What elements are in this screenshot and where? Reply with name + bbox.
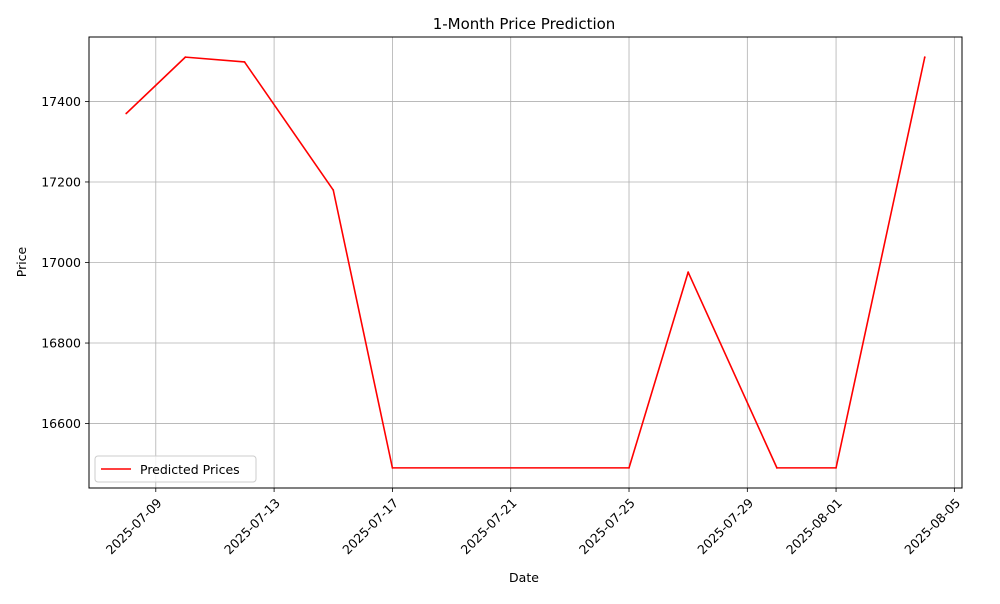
x-tick-label: 2025-07-21 xyxy=(458,495,520,557)
y-axis-label: Price xyxy=(14,246,29,277)
data-point xyxy=(776,466,778,469)
series-layer xyxy=(125,56,926,469)
data-point xyxy=(628,466,630,469)
y-tick-label: 16800 xyxy=(41,336,81,351)
data-point xyxy=(332,189,335,191)
y-axis: 16600 16800 17000 17200 17400 xyxy=(41,94,89,431)
legend-box xyxy=(94,455,257,483)
x-tick-label: 2025-08-05 xyxy=(901,495,963,557)
x-axis-label: Date xyxy=(509,570,539,585)
y-tick-label: 17000 xyxy=(41,255,81,270)
y-tick-label: 17400 xyxy=(41,94,81,109)
x-tick-label: 2025-07-13 xyxy=(221,495,283,557)
legend-label: Predicted Prices xyxy=(140,462,240,477)
x-tick-label: 2025-07-29 xyxy=(694,495,756,557)
x-tick-label: 2025-07-25 xyxy=(576,495,638,557)
y-tick-label: 17200 xyxy=(41,174,81,189)
data-point xyxy=(184,56,187,59)
x-tick-label: 2025-08-01 xyxy=(783,495,845,557)
legend: Predicted Prices xyxy=(94,455,257,483)
data-point xyxy=(687,271,690,274)
data-point xyxy=(391,466,394,469)
series-line xyxy=(125,56,926,469)
chart-title: 1-Month Price Prediction xyxy=(433,15,616,33)
data-point xyxy=(125,112,128,115)
x-tick-label: 2025-07-09 xyxy=(103,495,165,557)
grid xyxy=(89,37,962,488)
data-point xyxy=(243,61,246,63)
data-point xyxy=(923,56,926,59)
x-axis: 2025-07-09 2025-07-13 2025-07-17 2025-07-21… xyxy=(103,488,963,557)
y-tick-label: 16600 xyxy=(41,416,81,431)
x-tick-label: 2025-07-17 xyxy=(339,495,401,557)
data-point xyxy=(835,466,837,469)
